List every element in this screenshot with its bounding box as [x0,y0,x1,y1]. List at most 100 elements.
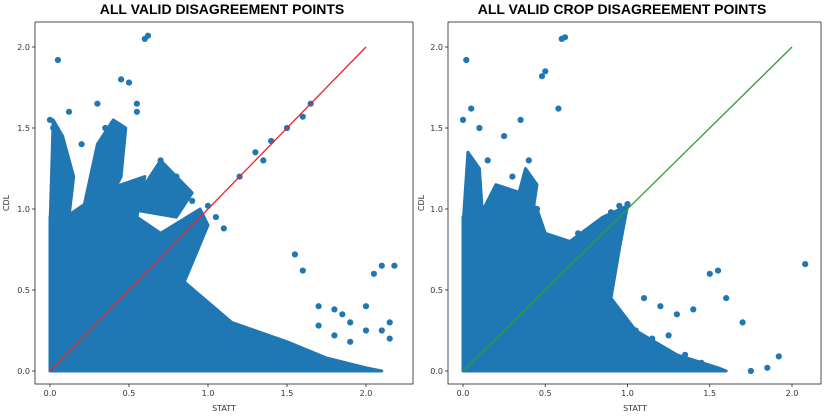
right-scatter-point [632,327,639,334]
right-scatter-point [459,116,467,123]
left-scatter-point [339,311,346,318]
left-x-tick-label: 0.0 [44,389,57,398]
left-scatter-point [125,270,133,277]
right-reference-line [462,46,793,372]
right-scatter-point [739,319,746,326]
left-scatter-point [244,335,251,342]
right-y-axis-label: CDL [417,194,426,211]
right-scatter-point [463,56,470,64]
left-scatter-point [220,364,227,371]
left-scatter-points [46,32,398,371]
left-scatter-point [236,363,243,370]
right-scatter-point [550,246,557,253]
left-y-tick-labels: 0.0 0.5 1.0 1.5 2.0 [17,43,35,376]
right-scatter-point [525,157,532,164]
left-scatter-point [46,116,54,123]
left-scatter-point [386,335,393,342]
left-y-axis-label: CDL [2,194,11,211]
left-scatter-point [299,267,306,274]
right-y-tick-label: 0.0 [430,367,443,376]
right-scatter-point [723,295,730,302]
left-scatter-point [50,124,57,132]
right-x-tick-label: 1.0 [621,389,634,398]
right-scatter-point [583,267,590,274]
left-scatter-point [102,124,109,132]
right-scatter-point [575,230,582,237]
left-scatter-point [197,319,204,326]
right-dense-scatter-cloud [461,150,728,373]
left-chart-panel: ALL VALID DISAGREEMENT POINTS 0.0 0.5 1.0 1… [2,1,414,413]
left-scatter-point [315,322,322,329]
right-scatter-point [802,261,809,268]
left-x-tick-labels: 0.0 0.5 1.0 1.5 2.0 [44,384,372,398]
right-scatter-point [764,364,771,371]
left-scatter-point [252,149,259,156]
left-scatter-point [54,133,62,140]
left-scatter-point [260,157,267,164]
left-scatter-point [189,197,196,204]
left-scatter-point [378,327,385,334]
left-scatter-point [299,113,306,120]
left-x-axis-label: STATT [212,404,236,413]
right-x-tick-label: 1.5 [703,389,716,398]
left-scatter-point [220,225,227,232]
left-scatter-point [347,319,354,326]
left-reference-line [49,46,367,372]
right-chart-title: ALL VALID CROP DISAGREEMENT POINTS [478,1,767,17]
left-y-tick-label: 2.0 [17,43,30,52]
right-scatter-point [561,34,569,41]
left-scatter-point [181,295,188,302]
right-scatter-point [747,367,755,375]
right-scatter-point [599,262,606,269]
right-plot-frame [447,21,822,385]
right-scatter-point [665,332,672,339]
right-scatter-point [542,68,549,75]
right-scatter-point [657,303,664,310]
left-scatter-point [125,79,133,86]
left-scatter-point [347,338,354,345]
right-y-tick-label: 1.0 [430,205,443,214]
left-scatter-point [157,157,164,164]
left-dense-scatter-cloud [48,118,384,373]
right-y-tick-label: 2.0 [430,43,443,52]
right-y-tick-label: 0.5 [430,286,443,295]
left-scatter-point [331,332,338,339]
left-scatter-point [144,205,152,213]
right-scatter-point [640,295,648,302]
left-x-tick-label: 0.5 [123,389,136,398]
right-scatter-point [690,306,697,313]
right-scatter-point [484,157,491,164]
left-scatter-point [291,251,298,258]
left-scatter-point [65,108,73,115]
left-dense-cloud-region [48,118,76,227]
right-x-tick-label: 2.0 [786,389,799,398]
left-scatter-point [391,262,398,269]
right-scatter-point [517,116,524,123]
left-scatter-point [173,343,180,350]
left-scatter-point [133,100,140,107]
left-scatter-point [204,202,212,209]
left-scatter-point [106,230,114,237]
right-scatter-point [476,124,483,132]
right-scatter-point [566,278,574,285]
right-scatter-point [468,105,475,112]
right-dense-cloud-region [461,150,485,227]
right-y-tick-labels: 0.0 0.5 1.0 1.5 2.0 [430,43,448,376]
left-y-tick-label: 0.0 [17,367,30,376]
right-x-tick-label: 0.5 [539,389,552,398]
right-scatter-point [591,222,598,229]
left-chart-title: ALL VALID DISAGREEMENT POINTS [100,1,345,17]
right-scatter-point [714,267,722,274]
left-scatter-point [370,270,377,277]
right-scatter-point [706,270,713,277]
left-scatter-point [378,262,385,269]
right-scatter-point [538,73,546,80]
left-y-tick-label: 1.0 [17,205,30,214]
right-scatter-point [624,201,631,208]
right-scatter-point [616,202,623,209]
left-dense-cloud-region [48,175,384,373]
right-scatter-point [501,133,508,140]
left-scatter-point [133,108,140,115]
right-chart-panel: ALL VALID CROP DISAGREEMENT POINTS 0.0 0.… [417,1,822,413]
left-x-tick-label: 1.0 [202,389,215,398]
